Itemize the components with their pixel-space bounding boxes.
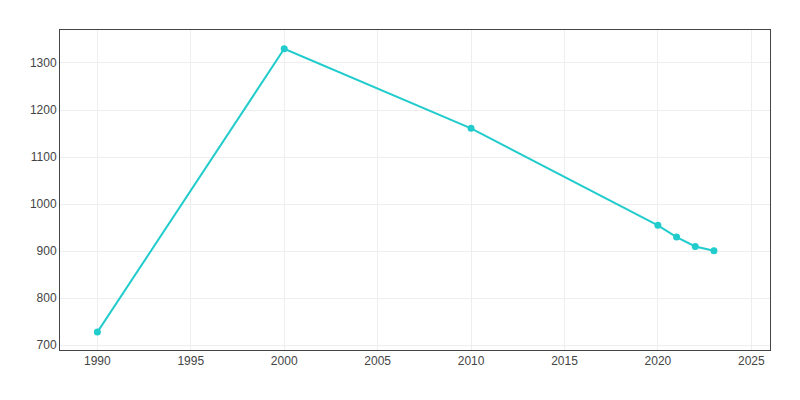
svg-text:700: 700 bbox=[37, 338, 57, 352]
svg-text:2020: 2020 bbox=[645, 354, 672, 368]
svg-text:1995: 1995 bbox=[177, 354, 204, 368]
svg-text:2000: 2000 bbox=[271, 354, 298, 368]
svg-text:1300: 1300 bbox=[30, 56, 57, 70]
svg-text:1100: 1100 bbox=[31, 150, 57, 164]
svg-text:2015: 2015 bbox=[551, 354, 578, 368]
svg-text:2005: 2005 bbox=[364, 354, 391, 368]
svg-text:800: 800 bbox=[37, 291, 57, 305]
svg-text:2025: 2025 bbox=[738, 354, 765, 368]
svg-text:2010: 2010 bbox=[458, 354, 485, 368]
svg-text:900: 900 bbox=[37, 244, 57, 258]
svg-text:1200: 1200 bbox=[30, 103, 57, 117]
svg-text:1000: 1000 bbox=[30, 197, 57, 211]
svg-text:1990: 1990 bbox=[84, 354, 111, 368]
